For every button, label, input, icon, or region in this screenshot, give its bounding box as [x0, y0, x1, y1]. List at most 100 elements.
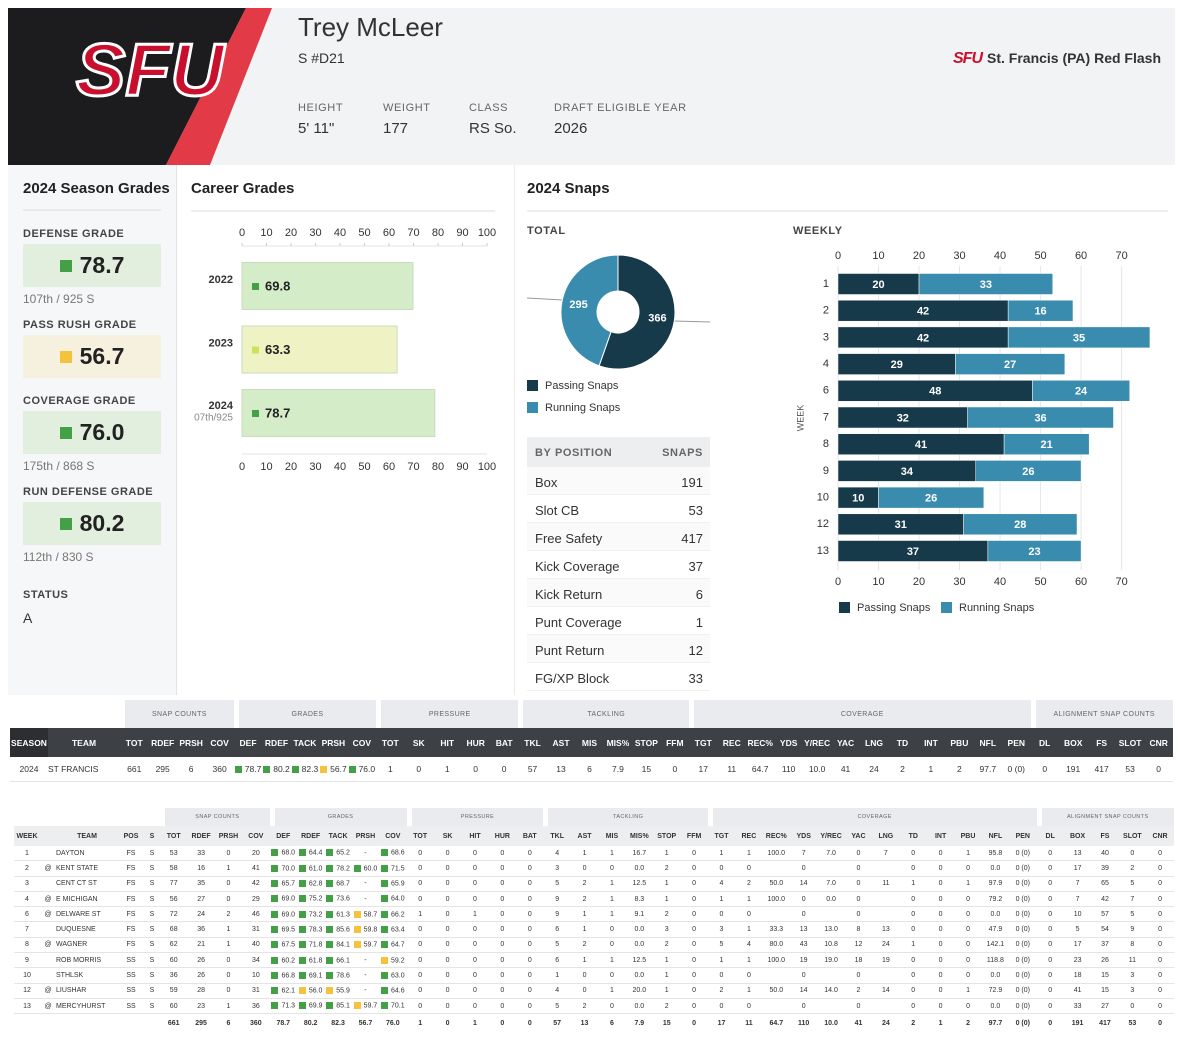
- cell-text: 0: [911, 987, 916, 995]
- column-header: YAC: [836, 737, 855, 748]
- bar-segment: [1003, 433, 1090, 455]
- position-snaps: 53: [688, 503, 703, 518]
- table-cell: DUQUESNE: [56, 922, 118, 938]
- cell-text: 10: [23, 972, 31, 980]
- table-cell: 58: [160, 861, 188, 877]
- table-row: [527, 523, 710, 551]
- table-cell: 0: [789, 968, 818, 984]
- cell-text: 4: [25, 895, 29, 903]
- y-tick-label: 1: [823, 278, 829, 290]
- cell-text: 0: [938, 880, 943, 888]
- grade-chip: [326, 956, 334, 964]
- data-label: 29: [891, 359, 903, 371]
- cell-text: 17: [698, 764, 709, 774]
- cell-text: S: [149, 864, 155, 872]
- table-cell: 191: [1064, 1014, 1091, 1033]
- cell-text: 2: [900, 764, 905, 774]
- cell-text: 0: [418, 956, 423, 964]
- cell-text: 0: [473, 895, 477, 903]
- cell-text: 1: [664, 895, 669, 903]
- table-cell: 0: [461, 892, 489, 908]
- cell-text: 0.0: [634, 1002, 645, 1010]
- legend-label: Passing Snaps: [857, 602, 931, 614]
- table-cell: 3: [1118, 984, 1147, 999]
- table-cell: 10.0: [802, 757, 832, 782]
- column-header: PBU: [960, 832, 976, 840]
- table-cell: 0: [1146, 907, 1174, 923]
- table-cell: 0: [899, 922, 927, 938]
- cell-text: 26: [197, 956, 205, 964]
- cell-text: 82.3: [301, 764, 319, 774]
- table-cell: 0: [1146, 877, 1174, 892]
- data-label: 42: [917, 306, 929, 318]
- column-header: RDEF: [301, 832, 321, 840]
- cell-text: 28: [197, 987, 205, 995]
- cell-text: 0: [1048, 972, 1053, 980]
- cell-text: 0: [911, 910, 916, 918]
- cell-text: 0: [473, 880, 477, 888]
- data-label: 78.7: [265, 405, 290, 420]
- cell-text: 10: [251, 972, 260, 980]
- table-cell: 9: [543, 892, 571, 908]
- position-name: Kick Coverage: [535, 559, 620, 574]
- cell-text: 95.8: [988, 849, 1003, 857]
- table-cell: 1: [899, 938, 927, 954]
- grade-box: 76.0: [23, 411, 161, 454]
- table-cell: 1: [653, 892, 681, 908]
- x-tick-label: 50: [1034, 250, 1046, 262]
- grade-chip: [298, 849, 306, 857]
- table-cell: 68.0: [269, 846, 297, 862]
- x-tick-label: 30: [309, 461, 321, 473]
- x-tick-label: 50: [1034, 576, 1046, 588]
- grade-chip: [326, 987, 334, 995]
- cell-text: 0: [966, 910, 970, 918]
- cell-text: 43: [799, 941, 808, 949]
- cell-text: 16.7: [632, 849, 647, 857]
- cell-text: 60: [169, 956, 178, 964]
- cell-text: 80.2: [273, 764, 290, 774]
- table-cell: 33: [1063, 999, 1092, 1015]
- cell-text: DELWARE ST: [56, 910, 101, 918]
- cell-text: 0: [1158, 895, 1162, 903]
- data-label: 28: [1014, 519, 1026, 531]
- table-cell: 0: [680, 846, 708, 862]
- cell-text: 5: [555, 880, 560, 888]
- table-cell: 60.0: [351, 861, 380, 877]
- cell-text: FS: [126, 864, 136, 872]
- table-cell: 31: [242, 922, 270, 938]
- bar-segment: [918, 273, 1053, 295]
- table-cell: [817, 861, 845, 877]
- table-cell: 0: [844, 907, 873, 923]
- table-cell: 0: [680, 892, 708, 908]
- column-header: REC%: [765, 832, 787, 840]
- cell-text: 34: [251, 956, 260, 964]
- table-cell: 100.0: [762, 953, 790, 969]
- table-cell: 61.3: [324, 907, 352, 923]
- cell-text: 64.7: [769, 1020, 784, 1028]
- table-cell: 55.9: [324, 984, 352, 999]
- cell-text: 0: [500, 987, 505, 995]
- table-cell: 5: [543, 999, 571, 1015]
- table-cell: 3: [543, 861, 571, 877]
- cell-text: 61.0: [308, 865, 323, 873]
- cell-text: ST FRANCIS: [48, 764, 99, 774]
- cell-text: 0: [1158, 849, 1162, 857]
- section-title: 2024 Snaps: [527, 180, 610, 197]
- table-cell: 1: [214, 938, 243, 954]
- table-cell: 1: [653, 968, 681, 984]
- table-cell: FS: [118, 892, 144, 908]
- cell-text: 0: [746, 1002, 751, 1010]
- table-cell: 40: [242, 938, 270, 954]
- cell-text: 0: [746, 972, 751, 980]
- column-header: S: [149, 832, 155, 840]
- cell-text: 1: [928, 764, 934, 774]
- table-cell: 53: [160, 846, 188, 862]
- table-cell: 75.2: [296, 892, 325, 908]
- table-cell: 0 (0): [1009, 938, 1037, 954]
- table-cell: 2: [653, 861, 681, 877]
- cell-text: 24: [881, 1020, 890, 1028]
- category-label: 2023: [209, 337, 233, 349]
- column-header: PRSH: [218, 832, 239, 840]
- cell-text: 97.7: [988, 1020, 1003, 1028]
- data-label: 48: [929, 386, 941, 398]
